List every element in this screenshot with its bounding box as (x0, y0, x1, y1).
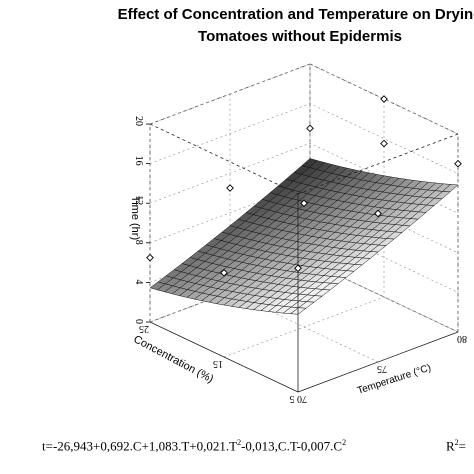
chart-title: Effect of Concentration and Temperature … (0, 4, 474, 48)
equation-text: -0,013,C.T-0,007.C (241, 438, 343, 454)
z-tick-label: 0 (133, 319, 144, 324)
data-point (300, 199, 308, 208)
data-point (380, 139, 388, 148)
y-axis-label: Temperature (°C) (356, 363, 432, 397)
regression-equation: t=-26,943+0,692.C+1,083.T+0,021.T2-0,013… (42, 438, 346, 454)
surface-mesh (149, 158, 459, 315)
chart-title-line-2: Tomatoes without Epidermis (198, 28, 402, 45)
data-point (146, 253, 154, 262)
superscript: 2 (342, 438, 347, 447)
z-tick-label: 16 (133, 156, 144, 166)
data-point (380, 95, 388, 103)
z-tick-label: 12 (133, 195, 144, 205)
x-tick-label: 25 (139, 323, 149, 334)
equation-text: R (446, 438, 455, 454)
x-axis-label: Concentration (%) (131, 333, 215, 385)
data-point (374, 209, 382, 218)
superscript: 2 (237, 438, 242, 447)
equation-text: = (458, 438, 467, 454)
axis-box-front (149, 123, 459, 393)
observed-points (146, 95, 462, 277)
tick-labels: 0 4 8 12 16 20 5 15 25 70 75 80 (133, 116, 467, 404)
chart-title-line-1: Effect of Concentration and Temperature … (117, 6, 474, 23)
y-tick-label: 70 (297, 393, 307, 404)
x-tick-label: 5 (290, 393, 295, 404)
data-point (220, 269, 228, 277)
z-tick-label: 4 (133, 279, 144, 284)
data-point (306, 124, 314, 133)
z-axis-label: Time (hr) (129, 196, 141, 240)
x-tick-label: 15 (213, 358, 223, 369)
r-squared: R2= (446, 438, 466, 454)
y-tick-label: 75 (377, 363, 387, 374)
data-point (454, 159, 462, 168)
data-point (226, 184, 234, 192)
y-tick-label: 80 (457, 333, 467, 344)
z-tick-label: 20 (133, 116, 144, 126)
equation-text: t=-26,943+0,692.C+1,083.T+0,021.T (42, 438, 238, 454)
superscript: 2 (454, 438, 459, 447)
z-tick-label: 8 (133, 240, 144, 245)
data-point (294, 264, 302, 273)
